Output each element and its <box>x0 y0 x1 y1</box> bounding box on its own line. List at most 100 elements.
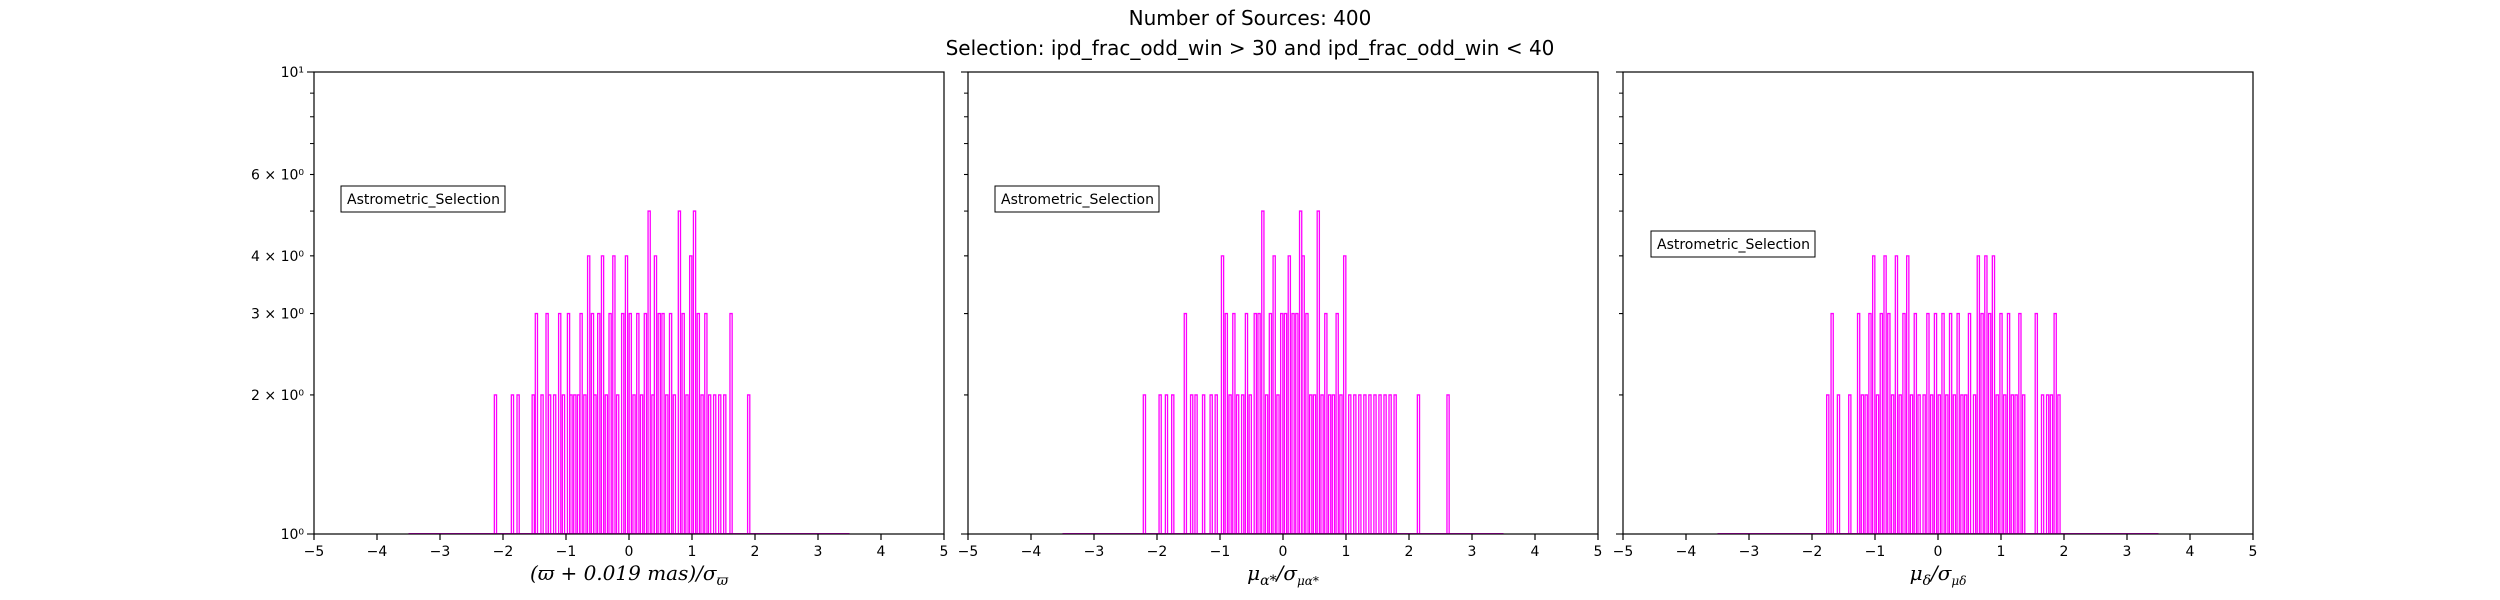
histogram-bar <box>1952 394 1957 534</box>
histogram-bar <box>1963 394 1968 534</box>
histogram-bar <box>586 255 591 534</box>
histogram-bar <box>653 255 658 534</box>
histogram-bar <box>1926 312 1930 534</box>
y-tick-label: 6 × 10⁰ <box>251 167 304 183</box>
x-tick-label: −3 <box>430 544 451 560</box>
histogram-bar <box>1224 312 1229 534</box>
histogram-bar <box>657 312 661 534</box>
y-tick-label: 4 × 10⁰ <box>251 249 304 265</box>
legend-label: Astrometric_Selection <box>347 192 500 208</box>
x-tick-label: 5 <box>1594 544 1603 560</box>
histogram-bar <box>1941 312 1945 534</box>
histogram-bar <box>1967 312 1972 534</box>
x-tick-label: −5 <box>304 544 325 560</box>
histogram-bar <box>1860 394 1865 534</box>
histogram-bar <box>1308 394 1313 534</box>
histogram-bar <box>1342 255 1347 534</box>
histogram-bar <box>672 394 677 534</box>
histogram-bar <box>1276 394 1280 534</box>
histogram-bar <box>573 394 577 534</box>
histogram-bar <box>561 394 566 534</box>
x-axis-label-3: μδ/σμδ <box>1910 561 1967 589</box>
histogram-bar <box>540 394 544 534</box>
histogram-bar <box>2014 394 2018 534</box>
histogram-bar <box>632 394 636 534</box>
y-ticks-2 <box>961 71 968 535</box>
histogram-bar <box>1261 210 1265 534</box>
x-tick-label: −2 <box>1802 544 1823 560</box>
histogram-bar <box>1228 394 1232 534</box>
panels: −5 −4 −3 −2 −1 0 1 2 3 4 5 10⁰ 2 × 10⁰ 3 × 10⁰ 4 × 10⁰… <box>251 65 2257 589</box>
histogram-bar <box>1856 312 1861 534</box>
legend-1: Astrometric_Selection <box>340 185 506 213</box>
x-tick-label: 2 <box>751 544 760 560</box>
histogram-bar <box>1368 394 1372 534</box>
histogram-bar <box>516 394 520 534</box>
histogram-bar <box>531 394 535 534</box>
histogram-bar <box>1987 312 1992 534</box>
y-tick-label: 10¹ <box>281 65 304 81</box>
histogram-bar <box>1933 312 1938 534</box>
x-tick-label: −1 <box>1210 544 1231 560</box>
histogram-bar <box>2057 394 2061 534</box>
x-ticks-3: −5 −4 −3 −2 −1 0 1 2 3 4 5 <box>1613 534 2258 560</box>
x-tick-label: 5 <box>2249 544 2258 560</box>
histogram-bar <box>1295 312 1299 534</box>
histogram-bar <box>2021 394 2026 534</box>
x-tick-label: −2 <box>493 544 514 560</box>
histogram-bar <box>1291 312 1295 534</box>
histogram-panel-2: −5 −4 −3 −2 −1 0 1 2 3 4 5Astrometric_Selectionμα*… <box>958 71 1603 589</box>
histogram-bar <box>1960 394 1964 534</box>
histogram-bar <box>1232 312 1236 534</box>
histogram-bar <box>1235 394 1240 534</box>
x-tick-label: −5 <box>1613 544 1634 560</box>
x-tick-label: 2 <box>1405 544 1414 560</box>
x-tick-label: −4 <box>1021 544 1042 560</box>
histogram-bar <box>746 394 751 534</box>
histogram-bar <box>1248 394 1252 534</box>
histogram-bar <box>608 312 612 534</box>
histogram-bar <box>729 312 733 534</box>
histogram-bar <box>1894 255 1899 534</box>
histogram-bar <box>1214 394 1218 534</box>
legend-3: Astrometric_Selection <box>1650 230 1816 258</box>
histogram-bar <box>1335 312 1339 534</box>
histogram-bar <box>1999 312 2003 534</box>
histogram-bar <box>2053 312 2057 534</box>
x-tick-label: 3 <box>814 544 823 560</box>
histogram-bar <box>1868 312 1872 534</box>
histogram-bar <box>1305 312 1309 534</box>
histogram-bar <box>1887 312 1891 534</box>
histogram-panel-3: −5 −4 −3 −2 −1 0 1 2 3 4 5 Astrometric_Selection μδ/… <box>1613 71 2258 589</box>
y-tick-label: 2 × 10⁰ <box>251 388 304 404</box>
histogram-bar <box>643 312 648 534</box>
histogram-bar <box>597 312 601 534</box>
histogram-bar <box>1991 255 1996 534</box>
histogram-bar <box>665 394 669 534</box>
histogram-bar <box>1327 394 1332 534</box>
legend-box <box>994 185 1160 213</box>
x-tick-label: 5 <box>940 544 949 560</box>
histogram-bar <box>1871 255 1876 534</box>
histogram-bar <box>681 312 685 534</box>
y-ticks-3 <box>1616 71 1623 535</box>
histogram-bar <box>1980 312 1984 534</box>
histogram-bar <box>2006 312 2011 534</box>
histogram-bar <box>1948 312 1953 534</box>
histogram-bar <box>1331 394 1336 534</box>
histogram-bar <box>510 394 515 534</box>
histogram-bar <box>1937 394 1942 534</box>
histogram-bar <box>1898 394 1902 534</box>
histogram-bar <box>1945 394 1949 534</box>
figure-title-line1: Number of Sources: 400 <box>1129 6 1372 30</box>
histogram-bar <box>1363 394 1367 534</box>
y-tick-label: 3 × 10⁰ <box>251 307 304 323</box>
histogram-bar <box>1972 394 1977 534</box>
histogram-bar <box>1348 394 1352 534</box>
histogram-bar <box>704 312 708 534</box>
histogram-bar <box>1240 394 1245 534</box>
histogram-bar <box>712 394 717 534</box>
x-tick-label: 1 <box>1997 544 2006 560</box>
histogram-bar <box>1283 312 1288 534</box>
histogram-bar <box>612 255 616 534</box>
